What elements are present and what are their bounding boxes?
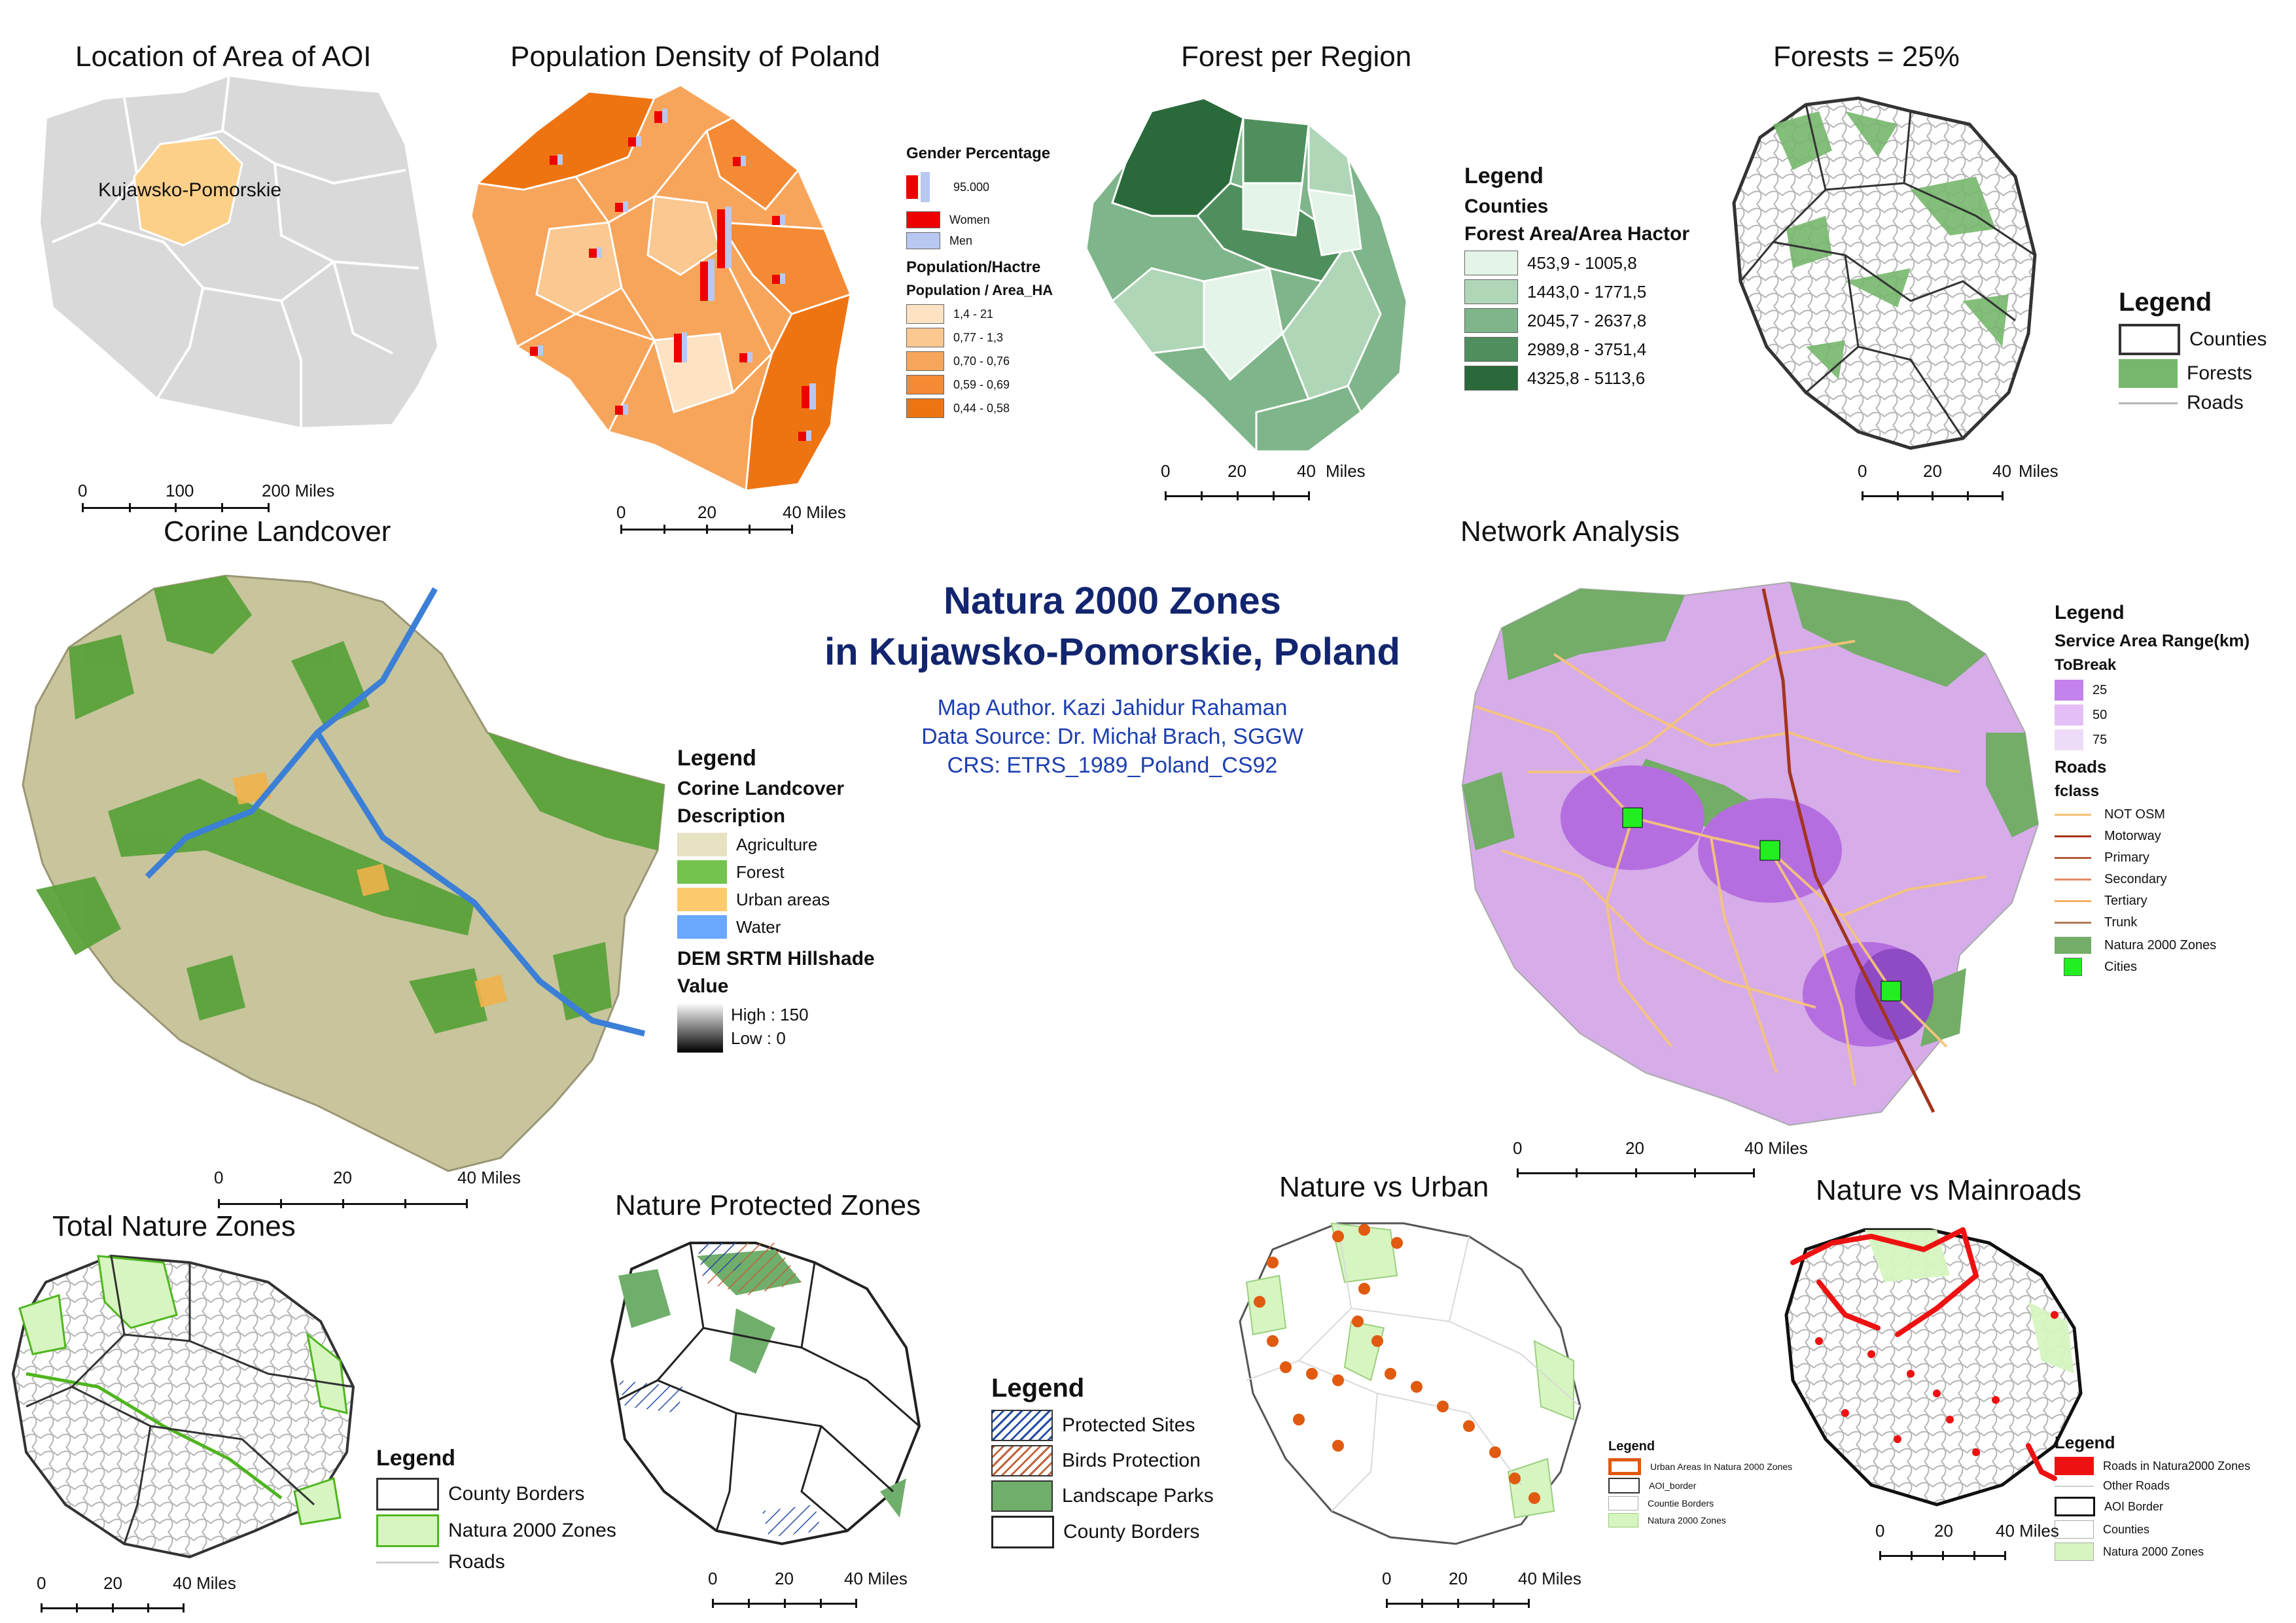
corine-legend: Legend Corine Landcover Description Agri… — [677, 746, 952, 1053]
density-legend: Gender Percentage 95.000 Women Men Popul… — [906, 141, 1103, 422]
aoi-title: Location of Area of AOI — [75, 41, 372, 73]
corine-map — [22, 574, 665, 1172]
city-marker-1 — [1622, 807, 1643, 828]
nature-urban-title: Nature vs Urban — [1279, 1171, 1489, 1203]
main-title-line1: Natura 2000 Zones — [944, 580, 1281, 622]
nature-roads-title: Nature vs Mainroads — [1816, 1174, 2081, 1206]
nature-roads-legend: Legend Roads in Natura2000 Zones Other R… — [2055, 1433, 2284, 1565]
density-title: Population Density of Poland — [510, 41, 881, 73]
total-nature-legend: Legend County Borders Natura 2000 Zones … — [376, 1446, 616, 1573]
crs-label: CRS: ETRS_1989_Poland_CS92 — [947, 753, 1278, 778]
protected-map — [610, 1242, 921, 1546]
forests25-title: Forests = 25% — [1773, 41, 1960, 73]
total-nature-map — [11, 1254, 355, 1559]
network-map — [1461, 581, 2040, 1126]
aoi-map: Kujawsko-Pomorskie — [37, 73, 440, 430]
network-legend: Legend Service Area Range(km) ToBreak 25… — [2055, 602, 2277, 980]
forests25-map — [1732, 96, 2037, 450]
gender-bar-symbols — [530, 109, 816, 441]
corine-title: Corine Landcover — [164, 515, 391, 548]
protected-title: Nature Protected Zones — [615, 1189, 921, 1221]
aoi-region-highlight — [133, 136, 243, 247]
data-source: Data Source: Dr. Michał Brach, SGGW — [921, 724, 1303, 749]
map-author: Map Author. Kazi Jahidur Rahaman — [937, 695, 1288, 720]
forest-region-legend: Legend Counties Forest Area/Area Hactor … — [1464, 164, 1726, 394]
nature-urban-map — [1239, 1222, 1581, 1545]
forest-region-map — [1085, 97, 1408, 453]
gender-title: Gender Percentage — [906, 145, 1051, 162]
total-nature-title: Total Nature Zones — [52, 1210, 296, 1242]
network-title: Network Analysis — [1460, 515, 1680, 548]
city-marker-3 — [1881, 981, 1901, 1002]
nature-urban-legend: Legend Urban Areas In Natura 2000 Zones … — [1608, 1439, 1824, 1530]
aoi-region-label: Kujawsko-Pomorskie — [98, 179, 281, 201]
nature-roads-map — [1784, 1227, 2083, 1507]
main-title: Natura 2000 Zones in Kujawsko-Pomorskie,… — [752, 576, 1472, 678]
protected-legend: Legend Protected Sites Birds Protection … — [991, 1374, 1266, 1552]
forest-region-title: Forest per Region — [1181, 41, 1412, 73]
gender-value: 95.000 — [953, 180, 990, 194]
map-credits: Map Author. Kazi Jahidur Rahaman Data So… — [818, 693, 1407, 780]
city-marker-2 — [1759, 840, 1780, 861]
density-map — [470, 84, 852, 492]
main-title-line2: in Kujawsko-Pomorskie, Poland — [824, 631, 1400, 673]
forests25-legend: Legend Counties Forests Roads — [2119, 288, 2267, 413]
